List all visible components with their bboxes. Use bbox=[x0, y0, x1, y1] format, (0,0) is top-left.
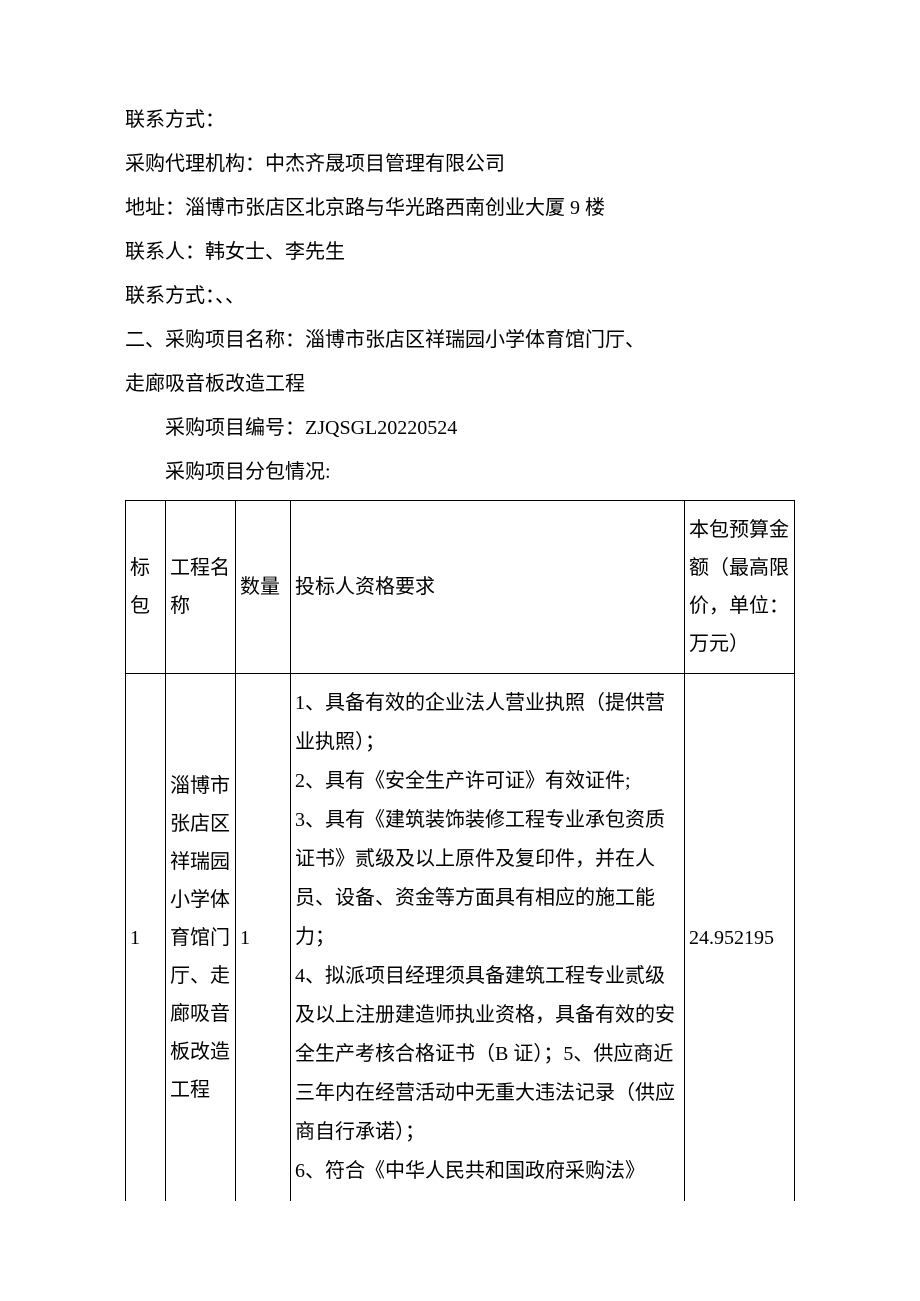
address-line: 地址：淄博市张店区北京路与华光路西南创业大厦 9 楼 bbox=[125, 188, 795, 228]
table-header-row: 标包 工程名称 数量 投标人资格要求 本包预算金额（最高限价，单位：万元） bbox=[126, 501, 795, 674]
cell-requirements: 1、具备有效的企业法人营业执照（提供营业执照）； 2、具有《安全生产许可证》有效… bbox=[291, 674, 685, 1202]
contact-method-line: 联系方式：、、 bbox=[125, 276, 795, 316]
header-package: 标包 bbox=[126, 501, 166, 674]
requirement-1: 1、具备有效的企业法人营业执照（提供营业执照）； bbox=[295, 684, 680, 762]
cell-budget: 24.952195 bbox=[685, 674, 795, 1202]
requirement-6: 6、符合《中华人民共和国政府采购法》 bbox=[295, 1152, 680, 1191]
contact-person-line: 联系人：韩女士、李先生 bbox=[125, 232, 795, 272]
cell-project-name: 淄博市张店区祥瑞园小学体育馆门厅、走廊吸音板改造工程 bbox=[166, 674, 236, 1202]
document-body: 联系方式： 采购代理机构：中杰齐晟项目管理有限公司 地址：淄博市张店区北京路与华… bbox=[125, 100, 795, 1201]
header-project-name: 工程名称 bbox=[166, 501, 236, 674]
requirement-2: 2、具有《安全生产许可证》有效证件; bbox=[295, 762, 680, 801]
requirement-3: 3、具有《建筑装饰装修工程专业承包资质证书》贰级及以上原件及复印件，并在人员、设… bbox=[295, 801, 680, 957]
header-budget: 本包预算金额（最高限价，单位：万元） bbox=[685, 501, 795, 674]
requirement-4: 4、拟派项目经理须具备建筑工程专业贰级及以上注册建造师执业资格，具备有效的安全生… bbox=[295, 957, 680, 1152]
requirements-list: 1、具备有效的企业法人营业执照（提供营业执照）； 2、具有《安全生产许可证》有效… bbox=[295, 684, 680, 1191]
package-situation-line: 采购项目分包情况: bbox=[125, 452, 795, 492]
cell-package-number: 1 bbox=[126, 674, 166, 1202]
project-number-line: 采购项目编号：ZJQSGL20220524 bbox=[125, 408, 795, 448]
cell-quantity: 1 bbox=[236, 674, 291, 1202]
package-table: 标包 工程名称 数量 投标人资格要求 本包预算金额（最高限价，单位：万元） 1 … bbox=[125, 500, 795, 1201]
project-name-line1: 二、采购项目名称：淄博市张店区祥瑞园小学体育馆门厅、 bbox=[125, 320, 795, 360]
table-data-row: 1 淄博市张店区祥瑞园小学体育馆门厅、走廊吸音板改造工程 1 1、具备有效的企业… bbox=[126, 674, 795, 1202]
header-quantity: 数量 bbox=[236, 501, 291, 674]
header-requirements: 投标人资格要求 bbox=[291, 501, 685, 674]
agency-line: 采购代理机构：中杰齐晟项目管理有限公司 bbox=[125, 144, 795, 184]
contact-label: 联系方式： bbox=[125, 100, 795, 140]
project-name-line2: 走廊吸音板改造工程 bbox=[125, 364, 795, 404]
